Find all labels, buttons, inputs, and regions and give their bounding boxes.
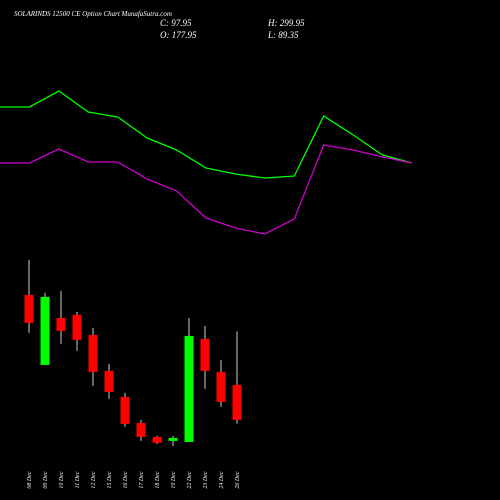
x-tick-label: 10 Dec bbox=[59, 471, 65, 488]
candle-body bbox=[40, 296, 50, 365]
x-tick-label: 24 Dec bbox=[218, 471, 225, 488]
candle-body bbox=[88, 334, 98, 372]
candle-body bbox=[136, 422, 146, 437]
chart-title: SOLARINDS 12500 CE Option Chart MunafaSu… bbox=[14, 10, 172, 18]
indicator-line bbox=[0, 90, 413, 179]
x-tick-label: 11 Dec bbox=[75, 471, 81, 488]
candle-body bbox=[184, 335, 194, 442]
low-label: L: 89.35 bbox=[267, 30, 299, 40]
candle-body bbox=[56, 317, 66, 331]
close-label: C: 97.95 bbox=[160, 18, 192, 28]
candle-body bbox=[120, 396, 130, 424]
x-tick-label: 18 Dec bbox=[155, 471, 161, 488]
x-tick-label: 17 Dec bbox=[139, 471, 145, 488]
candle-body bbox=[24, 294, 34, 323]
candle-body bbox=[232, 384, 242, 420]
x-tick-label: 19 Dec bbox=[171, 471, 177, 488]
x-tick-label: 23 Dec bbox=[203, 471, 209, 488]
candle-body bbox=[104, 370, 114, 392]
candle-body bbox=[216, 371, 226, 402]
open-label: O: 177.95 bbox=[160, 30, 197, 40]
x-tick-label: 16 Dec bbox=[123, 471, 129, 488]
indicator-line bbox=[0, 144, 413, 235]
x-tick-label: 26 Dec bbox=[235, 471, 241, 488]
candle-body bbox=[168, 437, 178, 441]
high-label: H: 299.95 bbox=[267, 18, 305, 28]
x-tick-label: 09 Dec bbox=[43, 471, 49, 488]
x-tick-label: 15 Dec bbox=[107, 471, 113, 488]
candle-body bbox=[152, 436, 162, 443]
candle-body bbox=[200, 338, 210, 371]
x-tick-label: 12 Dec bbox=[91, 471, 97, 488]
candle-body bbox=[72, 314, 82, 340]
x-tick-label: 22 Dec bbox=[187, 471, 193, 488]
x-tick-label: 08 Dec bbox=[27, 471, 33, 488]
